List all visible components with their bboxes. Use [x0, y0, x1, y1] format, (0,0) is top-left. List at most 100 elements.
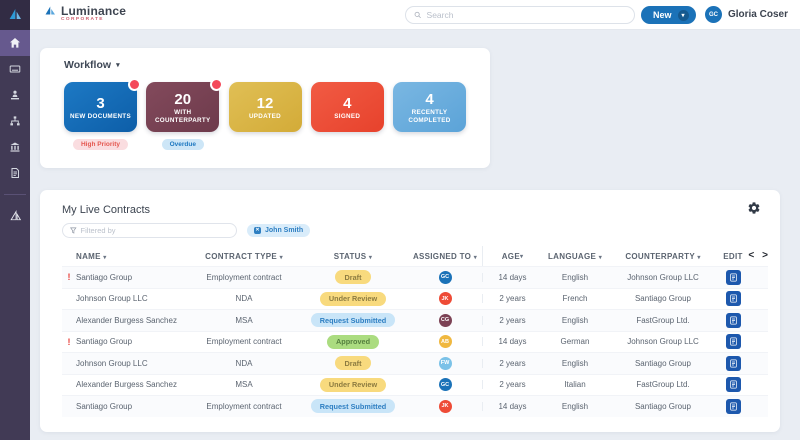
- new-button-label: New: [653, 10, 672, 20]
- edit-button[interactable]: [725, 269, 741, 285]
- table-row[interactable]: Santiago Group Employment contract Reque…: [62, 395, 768, 417]
- workflow-card-count: 4: [343, 94, 352, 112]
- assignee-avatar: JK: [438, 399, 452, 413]
- table-row[interactable]: Johnson Group LLC NDA Under Review JK 2 …: [62, 287, 768, 310]
- filter-input[interactable]: [80, 226, 229, 235]
- status-badge: Request Submitted: [310, 399, 396, 414]
- cell-status: Under Review: [298, 377, 408, 392]
- sidebar-item-documents[interactable]: [0, 160, 30, 186]
- sort-arrow-icon: ▾: [368, 254, 373, 261]
- workflow-card[interactable]: 4 Recently Completed: [393, 82, 466, 132]
- workflow-card-label: With Counterparty: [154, 108, 211, 124]
- cell-assigned-to: JK: [408, 399, 482, 413]
- table-row[interactable]: Johnson Group LLC NDA Draft FW 2 years E…: [62, 352, 768, 374]
- edit-document-icon: [729, 359, 737, 368]
- sidebar-item-bank[interactable]: [0, 134, 30, 160]
- filter-chip-john-smith[interactable]: ✕ John Smith: [247, 224, 311, 237]
- cell-counterparty: Santiago Group: [634, 358, 692, 368]
- cell-name: Santiago Group: [76, 337, 133, 347]
- edit-button[interactable]: [725, 398, 741, 414]
- edit-button[interactable]: [725, 334, 741, 350]
- close-icon[interactable]: ✕: [254, 227, 261, 234]
- table-row[interactable]: Alexander Burgess Sanchez MSA Under Revi…: [62, 373, 768, 396]
- column-header-contract-type[interactable]: CONTRACT TYPE ▾: [205, 251, 283, 261]
- edit-button[interactable]: [725, 291, 741, 307]
- user-menu[interactable]: GC Gloria Coser: [704, 6, 788, 23]
- workflow-panel: Workflow ▾ 3 New Documents High Priority…: [40, 48, 490, 168]
- sidebar-item-inbox[interactable]: [0, 56, 30, 82]
- column-header-counterparty[interactable]: COUNTERPARTY ▾: [625, 251, 701, 261]
- cell-assigned-to: FW: [408, 356, 482, 370]
- cell-edit: [718, 334, 748, 350]
- cell-counterparty: Johnson Group LLC: [627, 272, 699, 282]
- edit-button[interactable]: [725, 377, 741, 393]
- gear-icon: [748, 202, 760, 214]
- table-body: ! Santiago Group Employment contract Dra…: [62, 266, 768, 417]
- workflow-card[interactable]: 20 With Counterparty: [146, 78, 224, 132]
- workflow-card[interactable]: 4 Signed: [310, 82, 384, 132]
- sidebar-item-home[interactable]: [0, 30, 30, 56]
- cell-age: 14 days: [482, 337, 542, 347]
- cell-language: German: [560, 337, 590, 347]
- search-input[interactable]: [426, 10, 626, 20]
- workflow-card[interactable]: 3 New Documents: [64, 78, 141, 132]
- edit-document-icon: [729, 380, 737, 389]
- contracts-table: NAME ▾ CONTRACT TYPE ▾ STATUS ▾ ASSIGNED TO…: [62, 246, 768, 417]
- alert-icon: !: [67, 272, 71, 283]
- column-header-assigned-to[interactable]: ASSIGNED TO ▾: [412, 251, 478, 261]
- cell-status: Request Submitted: [298, 399, 408, 414]
- sidebar-item-upload-user[interactable]: [0, 82, 30, 108]
- cell-contract-type: Employment contract: [206, 337, 282, 347]
- column-header-status[interactable]: STATUS ▾: [333, 251, 373, 261]
- table-row[interactable]: ! Santiago Group Employment contract Dra…: [62, 266, 768, 288]
- cell-name: Johnson Group LLC: [76, 358, 148, 368]
- filter-field[interactable]: [62, 223, 237, 238]
- sidebar-item-luminance[interactable]: [0, 203, 30, 229]
- chevron-down-icon: ▾: [677, 9, 689, 21]
- notification-dot: [210, 78, 224, 91]
- cell-status: Draft: [298, 356, 408, 371]
- table-row[interactable]: ! Santiago Group Employment contract App…: [62, 330, 768, 353]
- status-badge: Under Review: [319, 377, 387, 392]
- assignee-avatar: GC: [438, 378, 452, 392]
- edit-button[interactable]: [725, 312, 741, 328]
- workflow-title[interactable]: Workflow ▾: [64, 59, 120, 71]
- cell-contract-type: Employment contract: [206, 272, 282, 282]
- pagination-prev-icon[interactable]: <: [748, 250, 755, 261]
- brand: Luminance CORPORATE: [44, 5, 126, 22]
- edit-button[interactable]: [725, 355, 741, 371]
- settings-button[interactable]: [746, 201, 762, 217]
- column-header-language[interactable]: LANGUAGE ▾: [547, 251, 602, 261]
- user-avatar: GC: [704, 6, 722, 23]
- sail-logo-icon: [9, 9, 21, 19]
- workflow-card-label: Signed: [334, 112, 361, 120]
- table-row[interactable]: Alexander Burgess Sanchez MSA Request Su…: [62, 309, 768, 331]
- cell-edit: [718, 398, 748, 414]
- assignee-avatar: CG: [438, 313, 452, 327]
- global-search[interactable]: [405, 6, 635, 24]
- funnel-icon: [70, 227, 77, 234]
- cell-status: Draft: [298, 270, 408, 285]
- home-icon: [10, 38, 20, 48]
- cell-edit: [718, 377, 748, 393]
- cell-language: Italian: [564, 380, 586, 390]
- chevron-down-icon: ▾: [116, 62, 120, 69]
- cell-counterparty: Santiago Group: [634, 401, 692, 411]
- new-button[interactable]: New ▾: [641, 6, 696, 24]
- edit-document-icon: [729, 316, 737, 325]
- sidebar-item-sitemap[interactable]: [0, 108, 30, 134]
- column-header-age[interactable]: AGE ▾: [482, 246, 542, 266]
- cell-counterparty: Johnson Group LLC: [627, 337, 699, 347]
- workflow-card-count: 4: [425, 90, 434, 108]
- cell-contract-type: NDA: [235, 294, 253, 304]
- cell-contract-type: NDA: [235, 358, 253, 368]
- column-header-name[interactable]: NAME ▾: [76, 251, 107, 261]
- workflow-card-count: 3: [96, 94, 105, 112]
- workflow-card[interactable]: 12 Updated: [228, 82, 302, 132]
- cell-language: English: [561, 272, 589, 282]
- cell-name: Alexander Burgess Sanchez: [76, 315, 177, 325]
- edit-document-icon: [729, 273, 737, 282]
- cell-name: Johnson Group LLC: [76, 294, 148, 304]
- workflow-title-label: Workflow: [64, 59, 112, 71]
- pagination-next-icon[interactable]: >: [762, 250, 768, 261]
